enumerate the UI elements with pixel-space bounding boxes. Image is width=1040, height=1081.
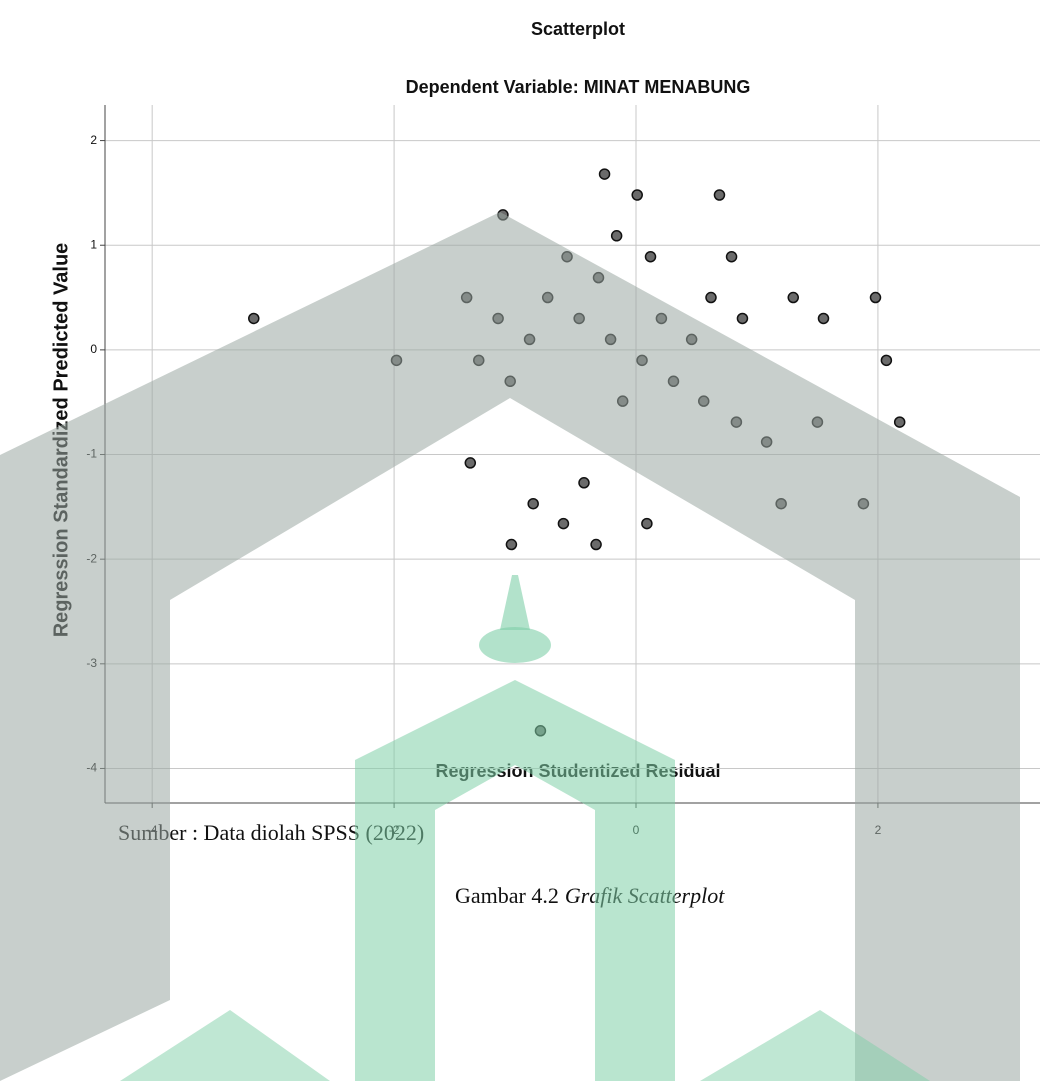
- point: [895, 417, 905, 427]
- y-tick-label: -2: [86, 551, 97, 565]
- point: [528, 499, 538, 509]
- point: [776, 499, 786, 509]
- y-tick-label: 2: [90, 133, 97, 147]
- point: [637, 355, 647, 365]
- chart-subtitle: Dependent Variable: MINAT MENABUNG: [406, 77, 751, 97]
- point: [762, 437, 772, 447]
- caption-title: Grafik Scatterplot: [565, 883, 725, 908]
- point: [562, 252, 572, 262]
- y-axis-label: Regression Standardized Predicted Value: [50, 243, 72, 638]
- point: [392, 355, 402, 365]
- point: [870, 293, 880, 303]
- y-tick-label: -3: [86, 656, 97, 670]
- point: [812, 417, 822, 427]
- point: [579, 478, 589, 488]
- x-tick-label: -4: [147, 823, 158, 837]
- y-tick-label: 1: [90, 237, 97, 251]
- point: [858, 499, 868, 509]
- point: [594, 273, 604, 283]
- point: [600, 169, 610, 179]
- point: [788, 293, 798, 303]
- point: [818, 313, 828, 323]
- point: [574, 313, 584, 323]
- point: [465, 458, 475, 468]
- point: [642, 519, 652, 529]
- chart-title: Scatterplot: [531, 19, 625, 39]
- point: [506, 540, 516, 550]
- x-axis-label: Regression Studentized Residual: [435, 761, 720, 781]
- point: [558, 519, 568, 529]
- point: [881, 355, 891, 365]
- point: [714, 190, 724, 200]
- point: [687, 334, 697, 344]
- x-tick-label: 0: [633, 823, 640, 837]
- point: [737, 313, 747, 323]
- point: [668, 376, 678, 386]
- point: [493, 313, 503, 323]
- point: [498, 210, 508, 220]
- point: [525, 334, 535, 344]
- x-tick-label: 2: [875, 823, 882, 837]
- point: [731, 417, 741, 427]
- x-tick-label: -2: [389, 823, 400, 837]
- chart: Scatterplot Dependent Variable: MINAT ME…: [0, 0, 1040, 1081]
- point: [632, 190, 642, 200]
- point: [606, 334, 616, 344]
- point: [249, 313, 259, 323]
- point: [618, 396, 628, 406]
- point: [727, 252, 737, 262]
- point: [474, 355, 484, 365]
- point: [543, 293, 553, 303]
- point: [656, 313, 666, 323]
- page: Scatterplot Dependent Variable: MINAT ME…: [0, 0, 1040, 1081]
- y-tick-label: -1: [86, 447, 97, 461]
- point: [699, 396, 709, 406]
- point: [591, 540, 601, 550]
- point: [706, 293, 716, 303]
- point: [462, 293, 472, 303]
- point: [505, 376, 515, 386]
- point: [535, 726, 545, 736]
- point: [612, 231, 622, 241]
- point: [646, 252, 656, 262]
- y-tick-label: 0: [90, 342, 97, 356]
- y-tick-label: -4: [86, 761, 97, 775]
- source-note: Sumber : Data diolah SPSS (2022): [118, 820, 424, 845]
- caption-number: Gambar 4.2: [455, 883, 559, 908]
